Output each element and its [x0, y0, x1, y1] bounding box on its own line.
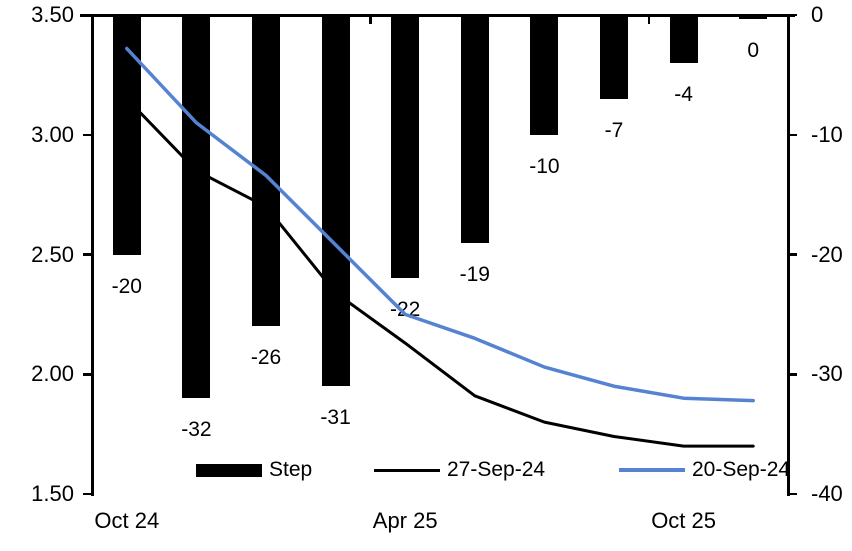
- step-bar: [669, 15, 698, 63]
- right-axis-tick-label: -40: [811, 481, 843, 506]
- step-bar: [321, 15, 350, 387]
- left-axis-tick-label: 3.00: [31, 121, 74, 147]
- step-bar-value-label: -32: [181, 418, 212, 442]
- left-axis-tick: [83, 253, 92, 256]
- left-axis-tick: [83, 373, 92, 376]
- right-axis-tick: [788, 253, 797, 256]
- step-bar-value-label: -26: [250, 346, 282, 370]
- legend-swatch-20-sep-24: [619, 468, 685, 472]
- legend-label-step: Step: [269, 458, 313, 481]
- x-axis-label: Apr 25: [372, 508, 438, 533]
- right-axis-tick: [788, 133, 797, 136]
- left-axis-tick: [83, 133, 92, 136]
- step-bar: [252, 15, 280, 327]
- step-bar: [391, 15, 420, 279]
- left-axis-tick-label: 2.00: [31, 361, 74, 387]
- step-bar-value-label: -20: [111, 274, 142, 298]
- line-27-sep-24: [125, 97, 755, 448]
- legend-swatch-step: [196, 464, 262, 477]
- left-axis-tick: [83, 13, 92, 17]
- right-axis-line: [786, 13, 790, 496]
- right-axis-tick-label: -20: [811, 241, 843, 267]
- right-axis-tick: [788, 13, 797, 17]
- step-bar-value-label: 0: [747, 39, 760, 62]
- top-axis-tick: [647, 15, 651, 24]
- legend-label-27-sep-24: 27-Sep-24: [447, 458, 546, 481]
- right-axis-tick: [788, 373, 797, 376]
- top-axis-tick: [90, 15, 94, 24]
- x-axis-label: Oct 24: [94, 508, 160, 533]
- x-axis-label: Oct 25: [651, 508, 716, 533]
- legend-swatch-27-sep-24: [374, 468, 440, 472]
- line-20-sep-24: [125, 46, 755, 403]
- top-axis-line: [80, 13, 795, 17]
- top-axis-tick: [369, 15, 372, 24]
- left-axis-line: [90, 13, 94, 496]
- step-bar: [112, 15, 141, 255]
- step-bar: [182, 15, 211, 399]
- step-bar-value-label: -7: [604, 118, 624, 142]
- step-bar-value-label: -19: [459, 262, 490, 286]
- step-bar-value-label: -4: [674, 82, 693, 106]
- step-bar-value-label: -31: [320, 406, 351, 430]
- legend-label-20-sep-24: 20-Sep-24: [692, 458, 791, 481]
- left-axis-tick-label: 3.50: [31, 2, 74, 27]
- step-bar: [600, 15, 628, 99]
- left-axis-tick-label: 2.50: [31, 241, 74, 267]
- right-axis-tick-label: -30: [811, 361, 843, 387]
- right-axis-tick: [788, 492, 797, 496]
- step-bar: [530, 15, 559, 135]
- step-bar: [739, 15, 768, 19]
- right-axis-tick-label: -10: [811, 121, 843, 147]
- step-bar-value-label: -10: [529, 154, 560, 178]
- left-axis-tick: [83, 492, 92, 496]
- left-axis-tick-label: 1.50: [31, 481, 74, 506]
- step-bar: [460, 15, 489, 243]
- right-axis-tick-label: 0: [811, 2, 824, 27]
- step-bar-value-label: -22: [390, 298, 421, 322]
